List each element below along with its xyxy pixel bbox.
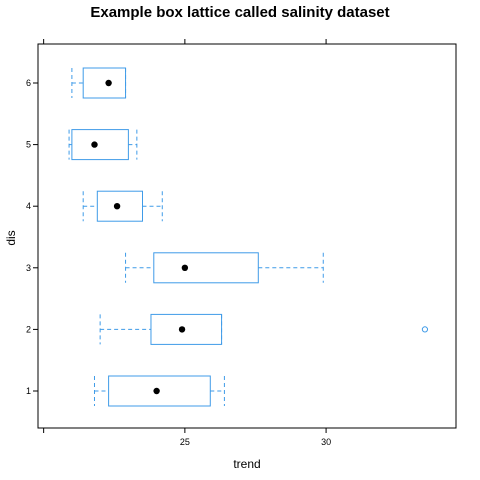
median-dot-2 xyxy=(178,326,186,333)
y-axis-label: dis xyxy=(4,230,18,245)
box-group-1 xyxy=(93,375,225,407)
median-dot-6 xyxy=(105,79,112,87)
median-dot-5 xyxy=(91,141,98,148)
box-group-5 xyxy=(68,129,138,161)
x-tick-label-1: 30 xyxy=(321,437,331,447)
box-2 xyxy=(150,313,223,345)
box-group-2 xyxy=(99,313,429,345)
chart-title: Example box lattice called salinity data… xyxy=(90,4,389,21)
box-group-4 xyxy=(82,190,163,222)
box-1 xyxy=(108,375,211,407)
box-group-6 xyxy=(71,67,127,99)
median-dot-4 xyxy=(113,203,121,210)
box-4 xyxy=(96,190,144,222)
y-tick-label-2: 2 xyxy=(26,324,31,334)
y-tick-label-6: 6 xyxy=(26,78,31,88)
y-tick-label-5: 5 xyxy=(26,140,31,150)
x-axis-label: trend xyxy=(233,457,260,471)
box-6 xyxy=(82,67,127,99)
plot-frame xyxy=(37,43,457,429)
box-3 xyxy=(153,252,259,284)
y-tick-label-4: 4 xyxy=(26,201,31,211)
box-series xyxy=(68,67,429,407)
box-group-3 xyxy=(125,252,324,284)
box-5 xyxy=(71,129,129,161)
outlier-2-0 xyxy=(421,326,429,333)
y-tick-label-1: 1 xyxy=(26,386,31,396)
median-dot-1 xyxy=(153,387,160,395)
y-tick-label-3: 3 xyxy=(26,263,31,273)
y-axis: 1 2 3 4 5 6 xyxy=(26,78,38,396)
median-dot-3 xyxy=(181,264,189,271)
x-tick-label-0: 25 xyxy=(180,437,190,447)
x-axis: 25 30 xyxy=(43,39,331,447)
